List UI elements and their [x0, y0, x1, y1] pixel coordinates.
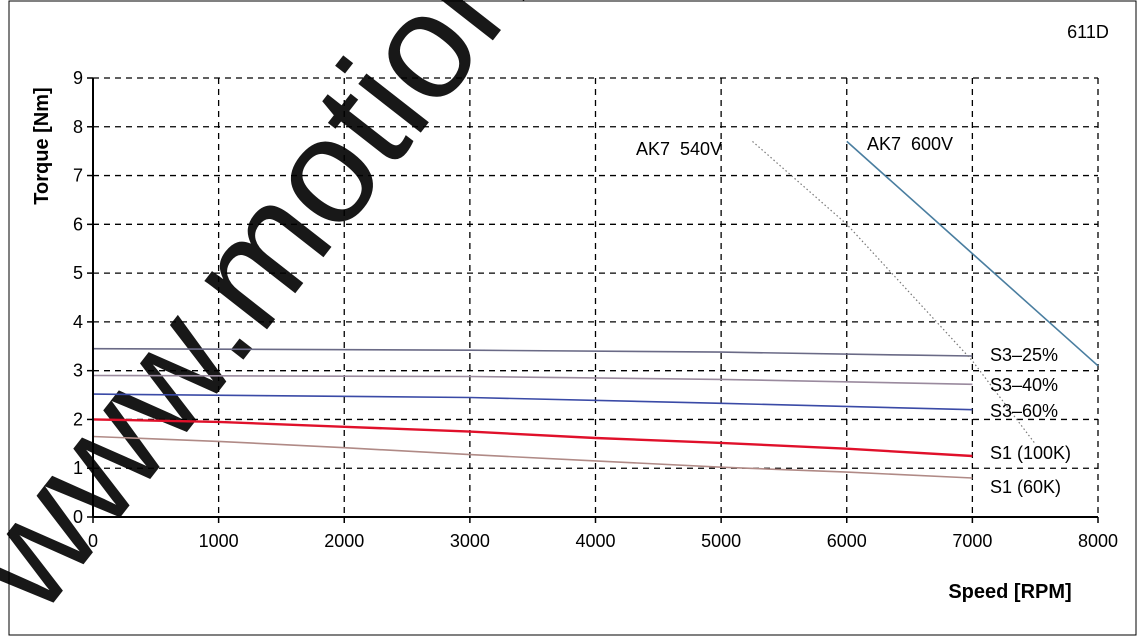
- x-tick-label: 5000: [701, 531, 741, 551]
- y-tick-label: 5: [73, 263, 83, 283]
- series-line-s3-25: [92, 347, 973, 357]
- grid-layer: [93, 77, 1099, 517]
- y-tick-label: 4: [73, 312, 83, 332]
- x-tick-label: 2000: [324, 531, 364, 551]
- x-tick-label: 1000: [199, 531, 239, 551]
- series-line-ak7-600v: [846, 140, 1099, 367]
- annotation-ak7-600v: AK7 600V: [867, 134, 953, 154]
- series-line-s1-100k: [92, 418, 973, 458]
- axis-layer: 0 1000 2000 3000 4000 5000 6000 7000 8000 0 1 2 3 4 5 6…: [73, 68, 1118, 551]
- series-line-ak7-540v: [752, 140, 1036, 445]
- x-tick-label: 3000: [450, 531, 490, 551]
- series-line-s1-60k: [92, 435, 973, 479]
- annotation-ak7-540v: AK7 540V: [636, 139, 722, 159]
- y-tick-label: 6: [73, 214, 83, 234]
- y-tick-label: 3: [73, 361, 83, 381]
- y-axis-title: Torque [Nm]: [31, 87, 53, 204]
- x-tick-label: 4000: [575, 531, 615, 551]
- x-axis-title: Speed [RPM]: [948, 581, 1071, 603]
- series-layer: [92, 140, 1099, 479]
- annotation-s3-60: S3–60%: [990, 401, 1058, 421]
- annotation-s3-25: S3–25%: [990, 345, 1058, 365]
- chart-border: [8, 0, 1137, 636]
- chart-title: 611D: [1067, 22, 1109, 42]
- x-tick-label: 6000: [827, 531, 867, 551]
- y-tick-label: 8: [73, 117, 83, 137]
- y-tick-label: 2: [73, 409, 83, 429]
- annotation-s1-100k: S1 (100K): [990, 443, 1071, 463]
- x-tick-label: 7000: [952, 531, 992, 551]
- x-tick-label: 0: [88, 531, 98, 551]
- y-tick-label: 9: [73, 68, 83, 88]
- x-tick-label: 8000: [1078, 531, 1118, 551]
- series-line-s3-60: [92, 393, 973, 411]
- annotation-s3-40: S3–40%: [990, 375, 1058, 395]
- y-tick-label: 1: [73, 458, 83, 478]
- y-tick-label: 0: [73, 507, 83, 527]
- series-line-s3-40: [92, 374, 973, 386]
- annotation-s1-60k: S1 (60K): [990, 477, 1061, 497]
- y-tick-label: 7: [73, 166, 83, 186]
